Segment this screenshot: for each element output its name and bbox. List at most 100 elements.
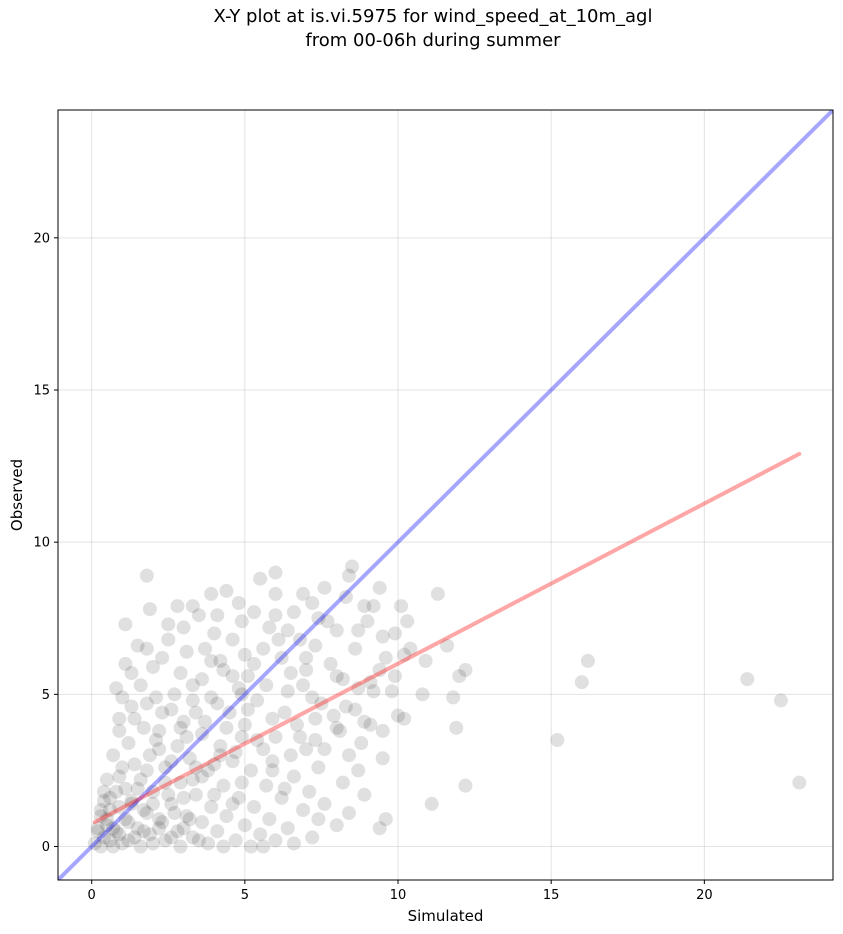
- scatter-point: [158, 833, 173, 848]
- scatter-point: [296, 586, 311, 601]
- scatter-point: [121, 815, 136, 830]
- x-axis-label: Simulated: [408, 907, 484, 925]
- scatter-point: [253, 827, 268, 842]
- scatter-point: [240, 702, 255, 717]
- scatter-point: [268, 729, 283, 744]
- scatter-point: [185, 678, 200, 693]
- scatter-point: [311, 760, 326, 775]
- x-tick-label: 20: [696, 888, 713, 903]
- scatter-point: [204, 586, 219, 601]
- scatter-point: [262, 812, 277, 827]
- scatter-point: [185, 830, 200, 845]
- scatter-point: [112, 769, 127, 784]
- scatter-point: [231, 790, 246, 805]
- scatter-point: [225, 632, 240, 647]
- scatter-point: [194, 815, 209, 830]
- scatter-point: [329, 669, 344, 684]
- scatter-point: [207, 757, 222, 772]
- scatter-point: [305, 596, 320, 611]
- scatter-point: [250, 733, 265, 747]
- scatter-point: [96, 784, 111, 799]
- scatter-point: [348, 702, 363, 717]
- scatter-point: [277, 705, 292, 720]
- scatter-point: [289, 717, 304, 732]
- scatter-point: [93, 803, 108, 817]
- scatter-point: [213, 748, 228, 763]
- scatter-point: [415, 687, 430, 702]
- scatter-point: [268, 565, 283, 580]
- scatter-point: [357, 599, 372, 614]
- regression-line: [92, 451, 802, 825]
- scatter-point: [348, 641, 363, 656]
- x-tick-label: 15: [543, 888, 560, 903]
- scatter-point: [130, 821, 145, 836]
- scatter-point: [219, 809, 234, 824]
- scatter-point: [449, 720, 464, 735]
- scatter-point: [231, 681, 246, 696]
- scatter-point: [342, 748, 357, 763]
- scatter-point: [384, 684, 399, 699]
- scatter-point: [305, 690, 320, 705]
- scatter-point: [256, 839, 271, 854]
- scatter-point: [96, 830, 111, 845]
- scatter-point: [243, 763, 258, 778]
- scatter-point: [133, 839, 148, 854]
- scatter-point: [185, 772, 200, 787]
- scatter-point: [397, 711, 412, 726]
- scatter-point: [136, 824, 151, 839]
- scatter-point: [338, 589, 353, 604]
- scatter-point: [225, 796, 240, 811]
- scatter-point: [237, 647, 252, 662]
- scatter-point: [222, 705, 237, 720]
- scatter-point: [792, 775, 807, 790]
- scatter-point: [372, 580, 387, 595]
- scatter-point: [100, 812, 115, 827]
- scatter-point: [234, 614, 249, 629]
- scatter-point: [335, 775, 350, 790]
- scatter-point: [363, 675, 378, 690]
- scatter-point: [149, 733, 164, 747]
- scatter-point: [265, 711, 280, 726]
- scatter-point: [87, 836, 102, 851]
- scatter-point: [210, 824, 225, 839]
- scatter-point: [323, 656, 338, 671]
- scatter-point: [363, 717, 378, 732]
- scatter-point: [170, 739, 185, 754]
- scatter-point: [458, 778, 473, 793]
- scatter-point: [100, 818, 115, 833]
- scatter-point: [351, 623, 366, 638]
- scatter-point: [308, 711, 323, 726]
- scatter-point: [130, 781, 145, 796]
- scatter-point: [106, 748, 121, 763]
- scatter-point: [124, 699, 139, 714]
- chart-title-line-1: X-Y plot at is.vi.5975 for wind_speed_at…: [213, 6, 653, 27]
- y-axis-label: Observed: [8, 459, 26, 531]
- scatter-point: [329, 720, 344, 735]
- scatter-point: [216, 663, 231, 677]
- scatter-point: [139, 696, 154, 711]
- scatter-point: [329, 818, 344, 833]
- scatter-point: [250, 693, 265, 708]
- scatter-point: [357, 787, 372, 802]
- scatter-point: [173, 666, 188, 681]
- scatter-point: [338, 699, 353, 714]
- scatter-point: [302, 784, 317, 799]
- scatter-point: [458, 663, 473, 677]
- scatter-point: [170, 824, 185, 839]
- scatter-point: [357, 714, 372, 729]
- scatter-point: [118, 781, 133, 796]
- scatter-point: [397, 647, 412, 662]
- scatter-point: [265, 763, 280, 778]
- scatter-point: [216, 778, 231, 793]
- scatter-point: [90, 824, 105, 839]
- scatter-point: [155, 705, 170, 720]
- scatter-point: [277, 781, 292, 796]
- scatter-point: [207, 787, 222, 802]
- scatter-point: [136, 720, 151, 735]
- scatter-point: [173, 839, 188, 854]
- scatter-point: [182, 751, 197, 766]
- scatter-point: [283, 666, 298, 681]
- scatter-point: [164, 702, 179, 717]
- scatter-point: [103, 790, 118, 805]
